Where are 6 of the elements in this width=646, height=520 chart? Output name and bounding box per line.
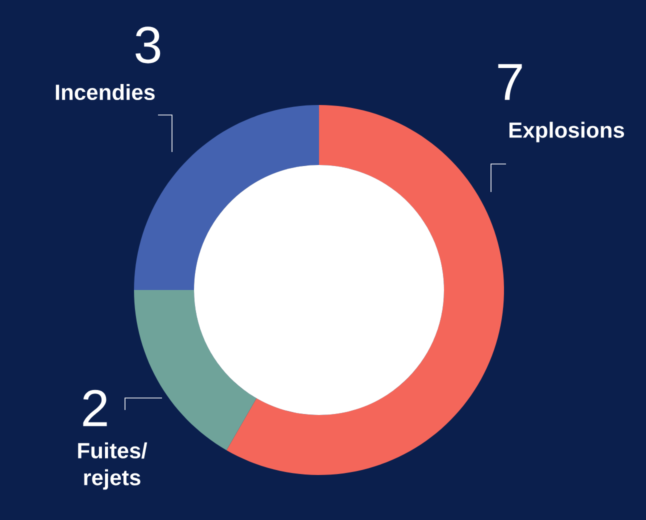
data-label: 7: [498, 64, 522, 100]
data-label: 2: [83, 390, 107, 426]
data-label: 3: [136, 26, 160, 64]
slice-label: Fuites/ rejets: [78, 442, 148, 490]
slice-label: Incendies: [56, 84, 155, 100]
slice-label: Explosions: [509, 122, 624, 142]
